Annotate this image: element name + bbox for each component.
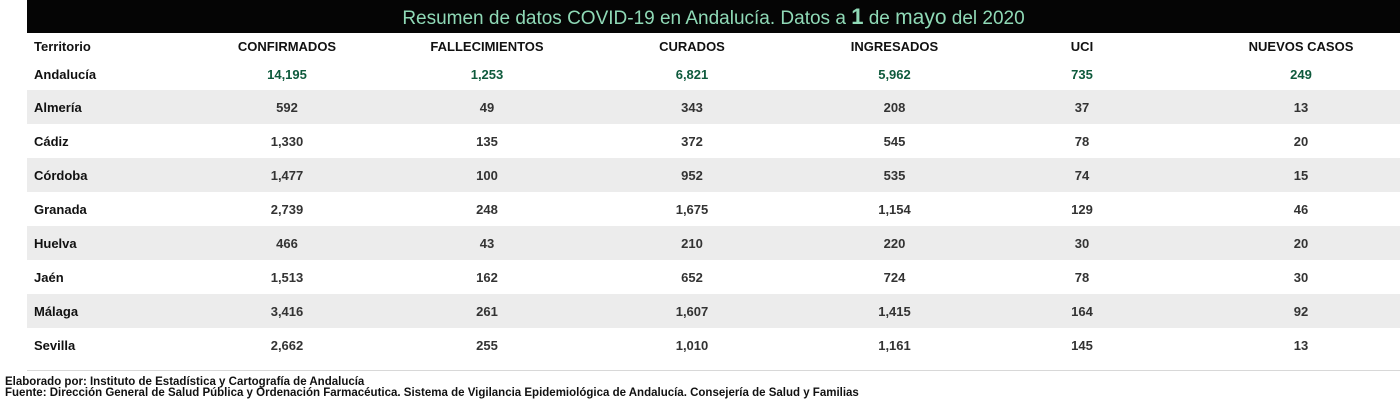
header-curados: CURADOS <box>659 38 725 54</box>
cell-ingresados: 545 <box>883 133 906 149</box>
source-footer: Elaborado por: Instituto de Estadística … <box>5 376 859 399</box>
cell-curados: 1,010 <box>675 337 709 353</box>
covid-summary-table-frame: Resumen de datos COVID-19 en Andalucía. … <box>27 0 1400 368</box>
cell-territorio: Málaga <box>27 294 157 328</box>
cell-fallecimientos: 1,253 <box>470 67 504 82</box>
cell-confirmados: 1,513 <box>270 269 304 285</box>
cell-curados: 952 <box>557 158 827 192</box>
cell-fallecimientos: 162 <box>476 269 498 285</box>
cell-curados: 1,607 <box>557 294 827 328</box>
cell-uci: 129 <box>1071 201 1093 217</box>
cell-territorio: Cádiz <box>34 133 69 149</box>
table-row: Cádiz 1,330 135 372 545 78 20 <box>27 124 1400 158</box>
title-year: del 2020 <box>946 8 1025 29</box>
cell-uci: 74 <box>962 158 1202 192</box>
cell-territorio: Andalucía <box>34 67 97 82</box>
cell-confirmados: 2,662 <box>270 337 304 353</box>
cell-curados: 652 <box>681 269 703 285</box>
cell-confirmados: 14,195 <box>267 67 307 82</box>
cell-uci: 735 <box>1071 67 1093 82</box>
cell-uci: 37 <box>962 90 1202 124</box>
cell-curados: 1,675 <box>675 201 709 217</box>
cell-territorio: Jaén <box>34 269 64 285</box>
cell-nuevos-casos: 46 <box>1293 201 1309 217</box>
cell-ingresados: 724 <box>883 269 906 285</box>
cell-curados: 210 <box>557 226 827 260</box>
cell-nuevos-casos: 30 <box>1293 269 1309 285</box>
cell-nuevos-casos: 20 <box>1202 226 1400 260</box>
table-title: Resumen de datos COVID-19 en Andalucía. … <box>27 0 1400 33</box>
cell-confirmados: 1,330 <box>270 133 304 149</box>
covid-data-table: Territorio CONFIRMADOS FALLECIMIENTOS CU… <box>27 33 1400 362</box>
cell-fallecimientos: 100 <box>417 158 557 192</box>
cell-fallecimientos: 135 <box>476 133 498 149</box>
cell-territorio: Granada <box>34 201 87 217</box>
title-text: Resumen de datos COVID-19 en Andalucía. … <box>402 8 852 29</box>
cell-fallecimientos: 248 <box>476 201 498 217</box>
cell-ingresados: 5,962 <box>878 67 911 82</box>
title-text-2: de <box>863 8 896 29</box>
title-month: mayo <box>895 6 947 29</box>
cell-ingresados: 208 <box>827 90 962 124</box>
header-uci: UCI <box>1070 38 1094 54</box>
table-row: Córdoba 1,477 100 952 535 74 15 <box>27 158 1400 192</box>
cell-territorio: Huelva <box>27 226 157 260</box>
cell-nuevos-casos: 92 <box>1202 294 1400 328</box>
cell-ingresados: 220 <box>827 226 962 260</box>
table-row: Almería 592 49 343 208 37 13 <box>27 90 1400 124</box>
cell-nuevos-casos: 15 <box>1202 158 1400 192</box>
cell-fallecimientos: 261 <box>417 294 557 328</box>
cell-ingresados: 1,161 <box>878 337 911 353</box>
cell-confirmados: 2,739 <box>270 201 304 217</box>
cell-confirmados: 466 <box>157 226 417 260</box>
header-nuevos-casos: NUEVOS CASOS <box>1248 38 1354 54</box>
footer-fuente: Fuente: Dirección General de Salud Públi… <box>5 387 859 399</box>
cell-curados: 6,821 <box>675 67 709 82</box>
table-row: Málaga 3,416 261 1,607 1,415 164 92 <box>27 294 1400 328</box>
cell-confirmados: 592 <box>157 90 417 124</box>
header-row: Territorio CONFIRMADOS FALLECIMIENTOS CU… <box>27 33 1400 59</box>
cell-nuevos-casos: 20 <box>1293 133 1309 149</box>
cell-nuevos-casos: 249 <box>1290 67 1312 82</box>
cell-ingresados: 535 <box>827 158 962 192</box>
footer-elaborado: Elaborado por: Instituto de Estadística … <box>5 376 365 388</box>
cell-uci: 78 <box>1074 269 1090 285</box>
title-day: 1 <box>851 4 864 29</box>
header-territorio: Territorio <box>34 38 91 54</box>
header-fallecimientos: FALLECIMIENTOS <box>430 38 544 54</box>
cell-fallecimientos: 49 <box>417 90 557 124</box>
cell-uci: 145 <box>1071 337 1093 353</box>
table-row: Jaén 1,513 162 652 724 78 30 <box>27 260 1400 294</box>
cell-ingresados: 1,154 <box>878 201 911 217</box>
cell-curados: 372 <box>681 133 703 149</box>
cell-territorio: Sevilla <box>34 337 76 353</box>
cell-fallecimientos: 255 <box>476 337 498 353</box>
cell-ingresados: 1,415 <box>827 294 962 328</box>
table-row-total: Andalucía 14,195 1,253 6,821 5,962 735 2… <box>27 59 1400 90</box>
cell-uci: 30 <box>962 226 1202 260</box>
cell-territorio: Córdoba <box>27 158 157 192</box>
cell-fallecimientos: 43 <box>417 226 557 260</box>
cell-nuevos-casos: 13 <box>1293 337 1309 353</box>
header-ingresados: INGRESADOS <box>850 38 939 54</box>
divider <box>27 370 1400 371</box>
header-confirmados: CONFIRMADOS <box>237 38 337 54</box>
table-row: Granada 2,739 248 1,675 1,154 129 46 <box>27 192 1400 226</box>
cell-uci: 78 <box>1074 133 1090 149</box>
cell-curados: 343 <box>557 90 827 124</box>
cell-nuevos-casos: 13 <box>1202 90 1400 124</box>
table-row: Huelva 466 43 210 220 30 20 <box>27 226 1400 260</box>
table-row: Sevilla 2,662 255 1,010 1,161 145 13 <box>27 328 1400 362</box>
cell-confirmados: 1,477 <box>157 158 417 192</box>
cell-territorio: Almería <box>27 90 157 124</box>
cell-uci: 164 <box>962 294 1202 328</box>
cell-confirmados: 3,416 <box>157 294 417 328</box>
